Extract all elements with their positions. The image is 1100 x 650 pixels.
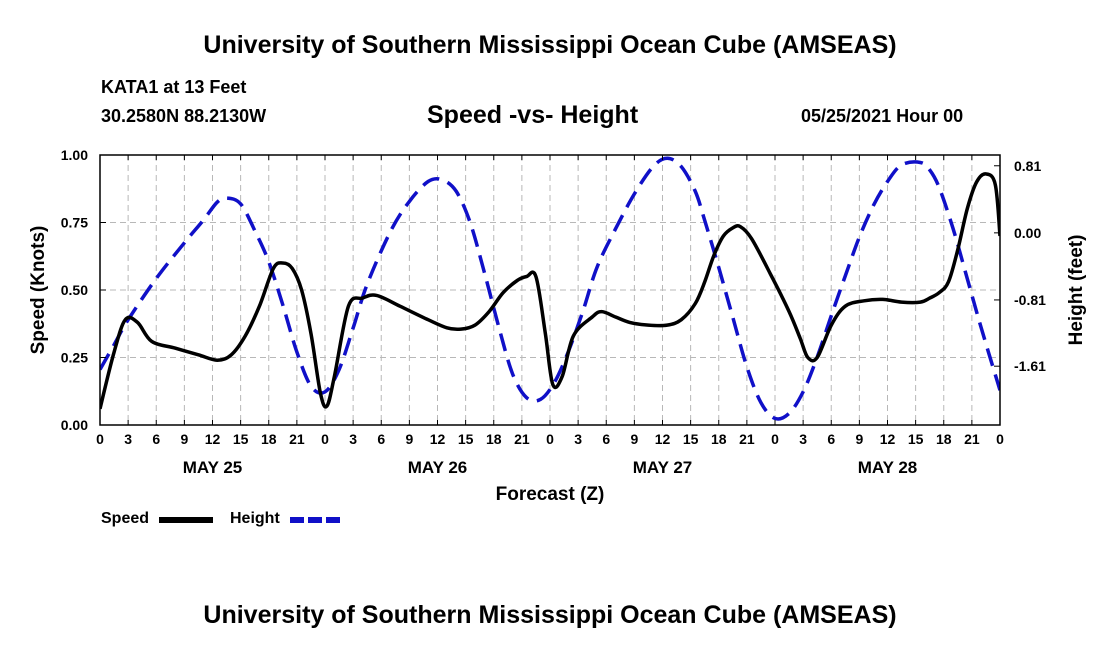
y2-tick-label: -0.81 [1014,292,1046,308]
x-tick-label: 6 [602,431,610,447]
top-title: University of Southern Mississippi Ocean… [203,31,897,59]
x-tick-label: 0 [546,431,554,447]
x-tick-label: 9 [405,431,413,447]
y-tick-label: 0.75 [61,215,88,231]
x-tick-label: 3 [124,431,132,447]
x-tick-label: 9 [180,431,188,447]
x-tick-label: 12 [880,431,896,447]
x-tick-label: 0 [321,431,329,447]
x-tick-label: 3 [574,431,582,447]
bottom-title: University of Southern Mississippi Ocean… [203,601,897,629]
y2-tick-label: 0.00 [1014,225,1041,241]
legend-speed-swatch [159,517,213,523]
grid [100,155,1000,425]
x-tick-label: 21 [964,431,980,447]
x-tick-label: 12 [655,431,671,447]
y-tick-label: 0.50 [61,282,88,298]
speed-series-line [100,172,1000,410]
day-label: MAY 27 [633,458,693,477]
station-coordinates: 30.2580N 88.2130W [101,106,267,126]
x-tick-label: 6 [152,431,160,447]
axes: 0 3 6 9 12 15 18 21 0 3 6 9 12 15 18 21 0 3 6 9 12 15 18 21 0 3 6 9… [61,147,1046,477]
day-label: MAY 28 [858,458,918,477]
x-tick-label: 6 [377,431,385,447]
y-tick-label: 0.00 [61,417,88,433]
x-axis-label: Forecast (Z) [496,484,605,505]
y2-tick-label: -1.61 [1014,358,1046,374]
x-tick-label: 18 [936,431,952,447]
legend-speed-label: Speed [101,510,150,527]
x-tick-label: 21 [289,431,305,447]
x-tick-label: 3 [799,431,807,447]
legend-height-label: Height [230,510,280,527]
x-tick-label: 18 [261,431,277,447]
x-tick-label: 15 [458,431,474,447]
day-label: MAY 26 [408,458,468,477]
x-tick-label: 0 [771,431,779,447]
x-tick-label: 21 [739,431,755,447]
x-tick-label: 6 [827,431,835,447]
x-tick-label: 15 [908,431,924,447]
day-label: MAY 25 [183,458,243,477]
y-tick-label: 1.00 [61,147,88,163]
x-tick-label: 3 [349,431,357,447]
y-tick-label: 0.25 [61,350,88,366]
x-tick-label: 21 [514,431,530,447]
x-tick-label: 15 [233,431,249,447]
station-label: KATA1 at 13 Feet [101,77,247,97]
x-tick-label: 18 [711,431,727,447]
x-tick-label: 9 [855,431,863,447]
x-tick-label: 18 [486,431,502,447]
x-tick-label: 9 [630,431,638,447]
x-tick-label: 0 [96,431,104,447]
chart-title: Speed -vs- Height [427,101,639,129]
y2-tick-label: 0.81 [1014,158,1041,174]
forecast-date: 05/25/2021 Hour 00 [801,106,964,126]
x-tick-label: 12 [430,431,446,447]
series-layer [100,156,1000,421]
legend-height-swatch [290,517,344,523]
x-tick-label: 15 [683,431,699,447]
x-tick-label: 0 [996,431,1004,447]
y2-axis-label: Height (feet) [1066,235,1087,346]
x-tick-label: 12 [205,431,221,447]
y-axis-label: Speed (Knots) [28,226,49,355]
